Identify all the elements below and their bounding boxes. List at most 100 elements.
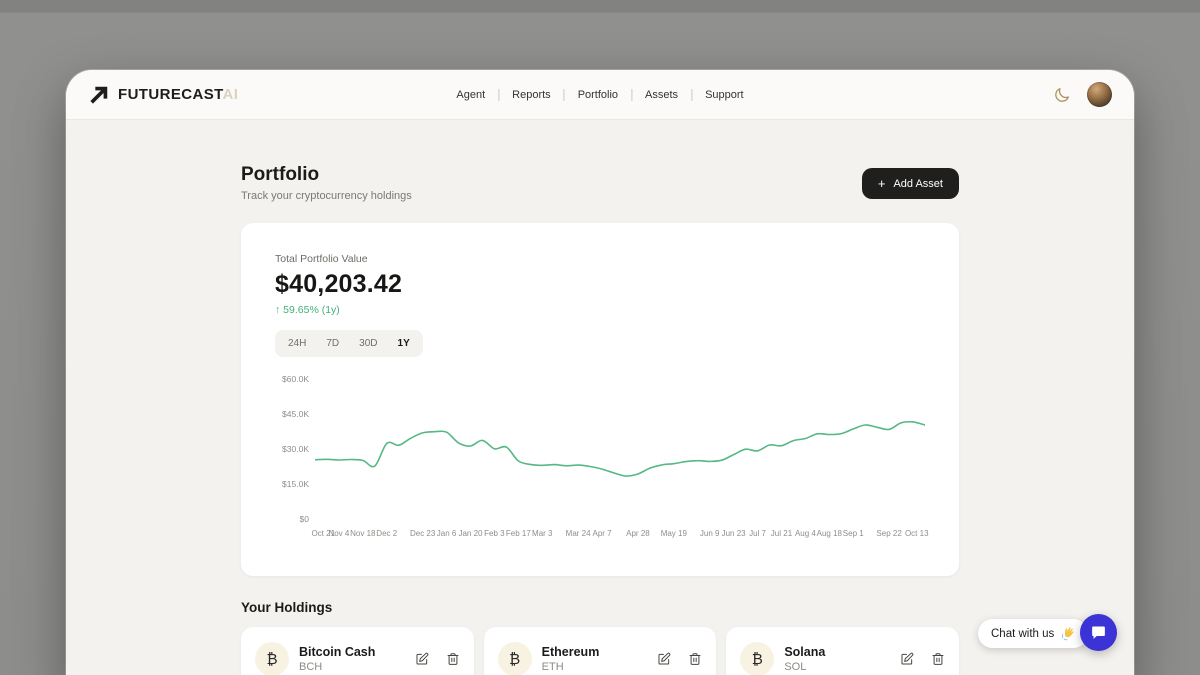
- chart-plot: Oct 21Nov 4Nov 18Dec 2Dec 23Jan 6Jan 20F…: [315, 373, 925, 541]
- nav-separator: [691, 89, 692, 101]
- x-axis-tick: Dec 2: [376, 529, 397, 538]
- add-asset-label: Add Asset: [893, 178, 943, 190]
- total-portfolio-value-label: Total Portfolio Value: [275, 253, 925, 265]
- nav-separator: [498, 89, 499, 101]
- holding-card-top: ₿ Ethereum ETH: [498, 642, 703, 675]
- x-axis-tick: Sep 22: [876, 529, 901, 538]
- holding-symbol: BCH: [299, 661, 375, 673]
- page-subtitle: Track your cryptocurrency holdings: [241, 190, 412, 202]
- trash-icon[interactable]: [446, 652, 460, 666]
- brand-logo[interactable]: FUTURECASTAI: [88, 84, 238, 106]
- x-axis-tick: Dec 23: [410, 529, 435, 538]
- holding-card-top: ₿ Bitcoin Cash BCH: [255, 642, 460, 675]
- arrow-up-right-logo-icon: [88, 84, 110, 106]
- coin-badge-icon: ₿: [255, 642, 289, 675]
- main-content: Portfolio Track your cryptocurrency hold…: [241, 120, 959, 675]
- holding-card-solana: ₿SolanaSOLAI Score:-1(Slightly Bearish)+…: [726, 627, 959, 675]
- page-title: Portfolio: [241, 164, 412, 186]
- chat-bubble-icon: [1090, 624, 1107, 641]
- holding-card-bitcoin-cash: ₿Bitcoin CashBCHAI Score:-1(Slightly Bea…: [241, 627, 474, 675]
- x-axis-tick: Aug 4: [795, 529, 816, 538]
- holding-actions: [415, 652, 460, 666]
- y-axis-tick: $15.0K: [282, 479, 309, 489]
- wave-emoji-icon: [1060, 626, 1075, 641]
- x-axis-tick: Nov 18: [350, 529, 375, 538]
- range-tabs: 24H7D30D1Y: [275, 330, 423, 357]
- app-header: FUTURECASTAI Agent Reports Portfolio Assets…: [66, 70, 1134, 120]
- edit-icon[interactable]: [900, 652, 914, 666]
- x-axis-tick: Feb 17: [506, 529, 531, 538]
- edit-icon[interactable]: [657, 652, 671, 666]
- x-axis-tick: Sep 1: [843, 529, 864, 538]
- holding-card-ethereum: ₿EthereumETHAI Score:-4(Slightly Bearish…: [484, 627, 717, 675]
- holding-actions: [657, 652, 702, 666]
- nav-item-assets[interactable]: Assets: [645, 89, 678, 101]
- y-axis-tick: $45.0K: [282, 409, 309, 419]
- portfolio-value-card: Total Portfolio Value $40,203.42 ↑ 59.65…: [241, 223, 959, 576]
- brand-name: FUTURECASTAI: [118, 86, 238, 103]
- chat-with-us-pill[interactable]: Chat with us: [978, 619, 1088, 648]
- add-asset-button[interactable]: + Add Asset: [862, 168, 959, 199]
- chart-y-axis: $0 $15.0K $30.0K $45.0K $60.0K: [275, 373, 315, 523]
- y-axis-tick: $60.0K: [282, 374, 309, 384]
- holding-name: Solana: [784, 645, 825, 659]
- coin-badge-icon: ₿: [740, 642, 774, 675]
- x-axis-tick: Apr 28: [626, 529, 650, 538]
- header-right: [1053, 82, 1112, 107]
- chart-area: $0$15.0K$30.0K$45.0K$60.0K Oct 21Nov 4No…: [275, 373, 925, 541]
- holding-name: Ethereum: [542, 645, 600, 659]
- range-tab-1y[interactable]: 1Y: [388, 333, 420, 354]
- main-nav: Agent Reports Portfolio Assets Support: [456, 89, 743, 101]
- x-axis-tick: Oct 13: [905, 529, 929, 538]
- page-head: Portfolio Track your cryptocurrency hold…: [241, 164, 959, 202]
- holding-symbol: SOL: [784, 661, 825, 673]
- x-axis-tick: Jul 7: [749, 529, 766, 538]
- portfolio-change: ↑ 59.65% (1y): [275, 304, 925, 316]
- app-window: FUTURECASTAI Agent Reports Portfolio Assets…: [66, 70, 1134, 675]
- holdings-grid: ₿Bitcoin CashBCHAI Score:-1(Slightly Bea…: [241, 627, 959, 675]
- brand-suffix: AI: [223, 86, 239, 103]
- x-axis-tick: Jul 21: [771, 529, 792, 538]
- holding-card-top: ₿ Solana SOL: [740, 642, 945, 675]
- chart-x-axis: Oct 21Nov 4Nov 18Dec 2Dec 23Jan 6Jan 20F…: [315, 527, 925, 541]
- y-axis-tick: $30.0K: [282, 444, 309, 454]
- range-tab-7d[interactable]: 7D: [316, 333, 349, 354]
- x-axis-tick: Aug 18: [817, 529, 842, 538]
- plus-icon: +: [878, 176, 886, 191]
- x-axis-tick: Jun 23: [722, 529, 746, 538]
- holding-names: Solana SOL: [784, 645, 825, 673]
- y-axis-tick: $0: [300, 514, 309, 524]
- theme-toggle-moon-icon[interactable]: [1053, 86, 1071, 104]
- coin-badge-icon: ₿: [498, 642, 532, 675]
- edit-icon[interactable]: [415, 652, 429, 666]
- x-axis-tick: Jan 6: [437, 529, 457, 538]
- nav-item-support[interactable]: Support: [705, 89, 744, 101]
- holding-name: Bitcoin Cash: [299, 645, 375, 659]
- x-axis-tick: Feb 3: [484, 529, 504, 538]
- chat-pill-label: Chat with us: [991, 628, 1054, 640]
- nav-item-reports[interactable]: Reports: [512, 89, 551, 101]
- total-portfolio-value: $40,203.42: [275, 270, 925, 299]
- x-axis-tick: Mar 3: [532, 529, 552, 538]
- portfolio-line-chart: [315, 373, 925, 523]
- holding-symbol: ETH: [542, 661, 600, 673]
- user-avatar[interactable]: [1087, 82, 1112, 107]
- holdings-title: Your Holdings: [241, 600, 959, 615]
- nav-item-portfolio[interactable]: Portfolio: [578, 89, 618, 101]
- x-axis-tick: Jun 9: [700, 529, 720, 538]
- nav-separator: [631, 89, 632, 101]
- holding-names: Bitcoin Cash BCH: [299, 645, 375, 673]
- x-axis-tick: Apr 7: [592, 529, 611, 538]
- x-axis-tick: Jan 20: [458, 529, 482, 538]
- trash-icon[interactable]: [931, 652, 945, 666]
- chat-launcher-button[interactable]: [1080, 614, 1117, 651]
- holding-actions: [900, 652, 945, 666]
- range-tab-24h[interactable]: 24H: [278, 333, 316, 354]
- nav-separator: [564, 89, 565, 101]
- trash-icon[interactable]: [688, 652, 702, 666]
- nav-item-agent[interactable]: Agent: [456, 89, 485, 101]
- x-axis-tick: May 19: [661, 529, 687, 538]
- x-axis-tick: Mar 24: [566, 529, 591, 538]
- range-tab-30d[interactable]: 30D: [349, 333, 387, 354]
- holding-names: Ethereum ETH: [542, 645, 600, 673]
